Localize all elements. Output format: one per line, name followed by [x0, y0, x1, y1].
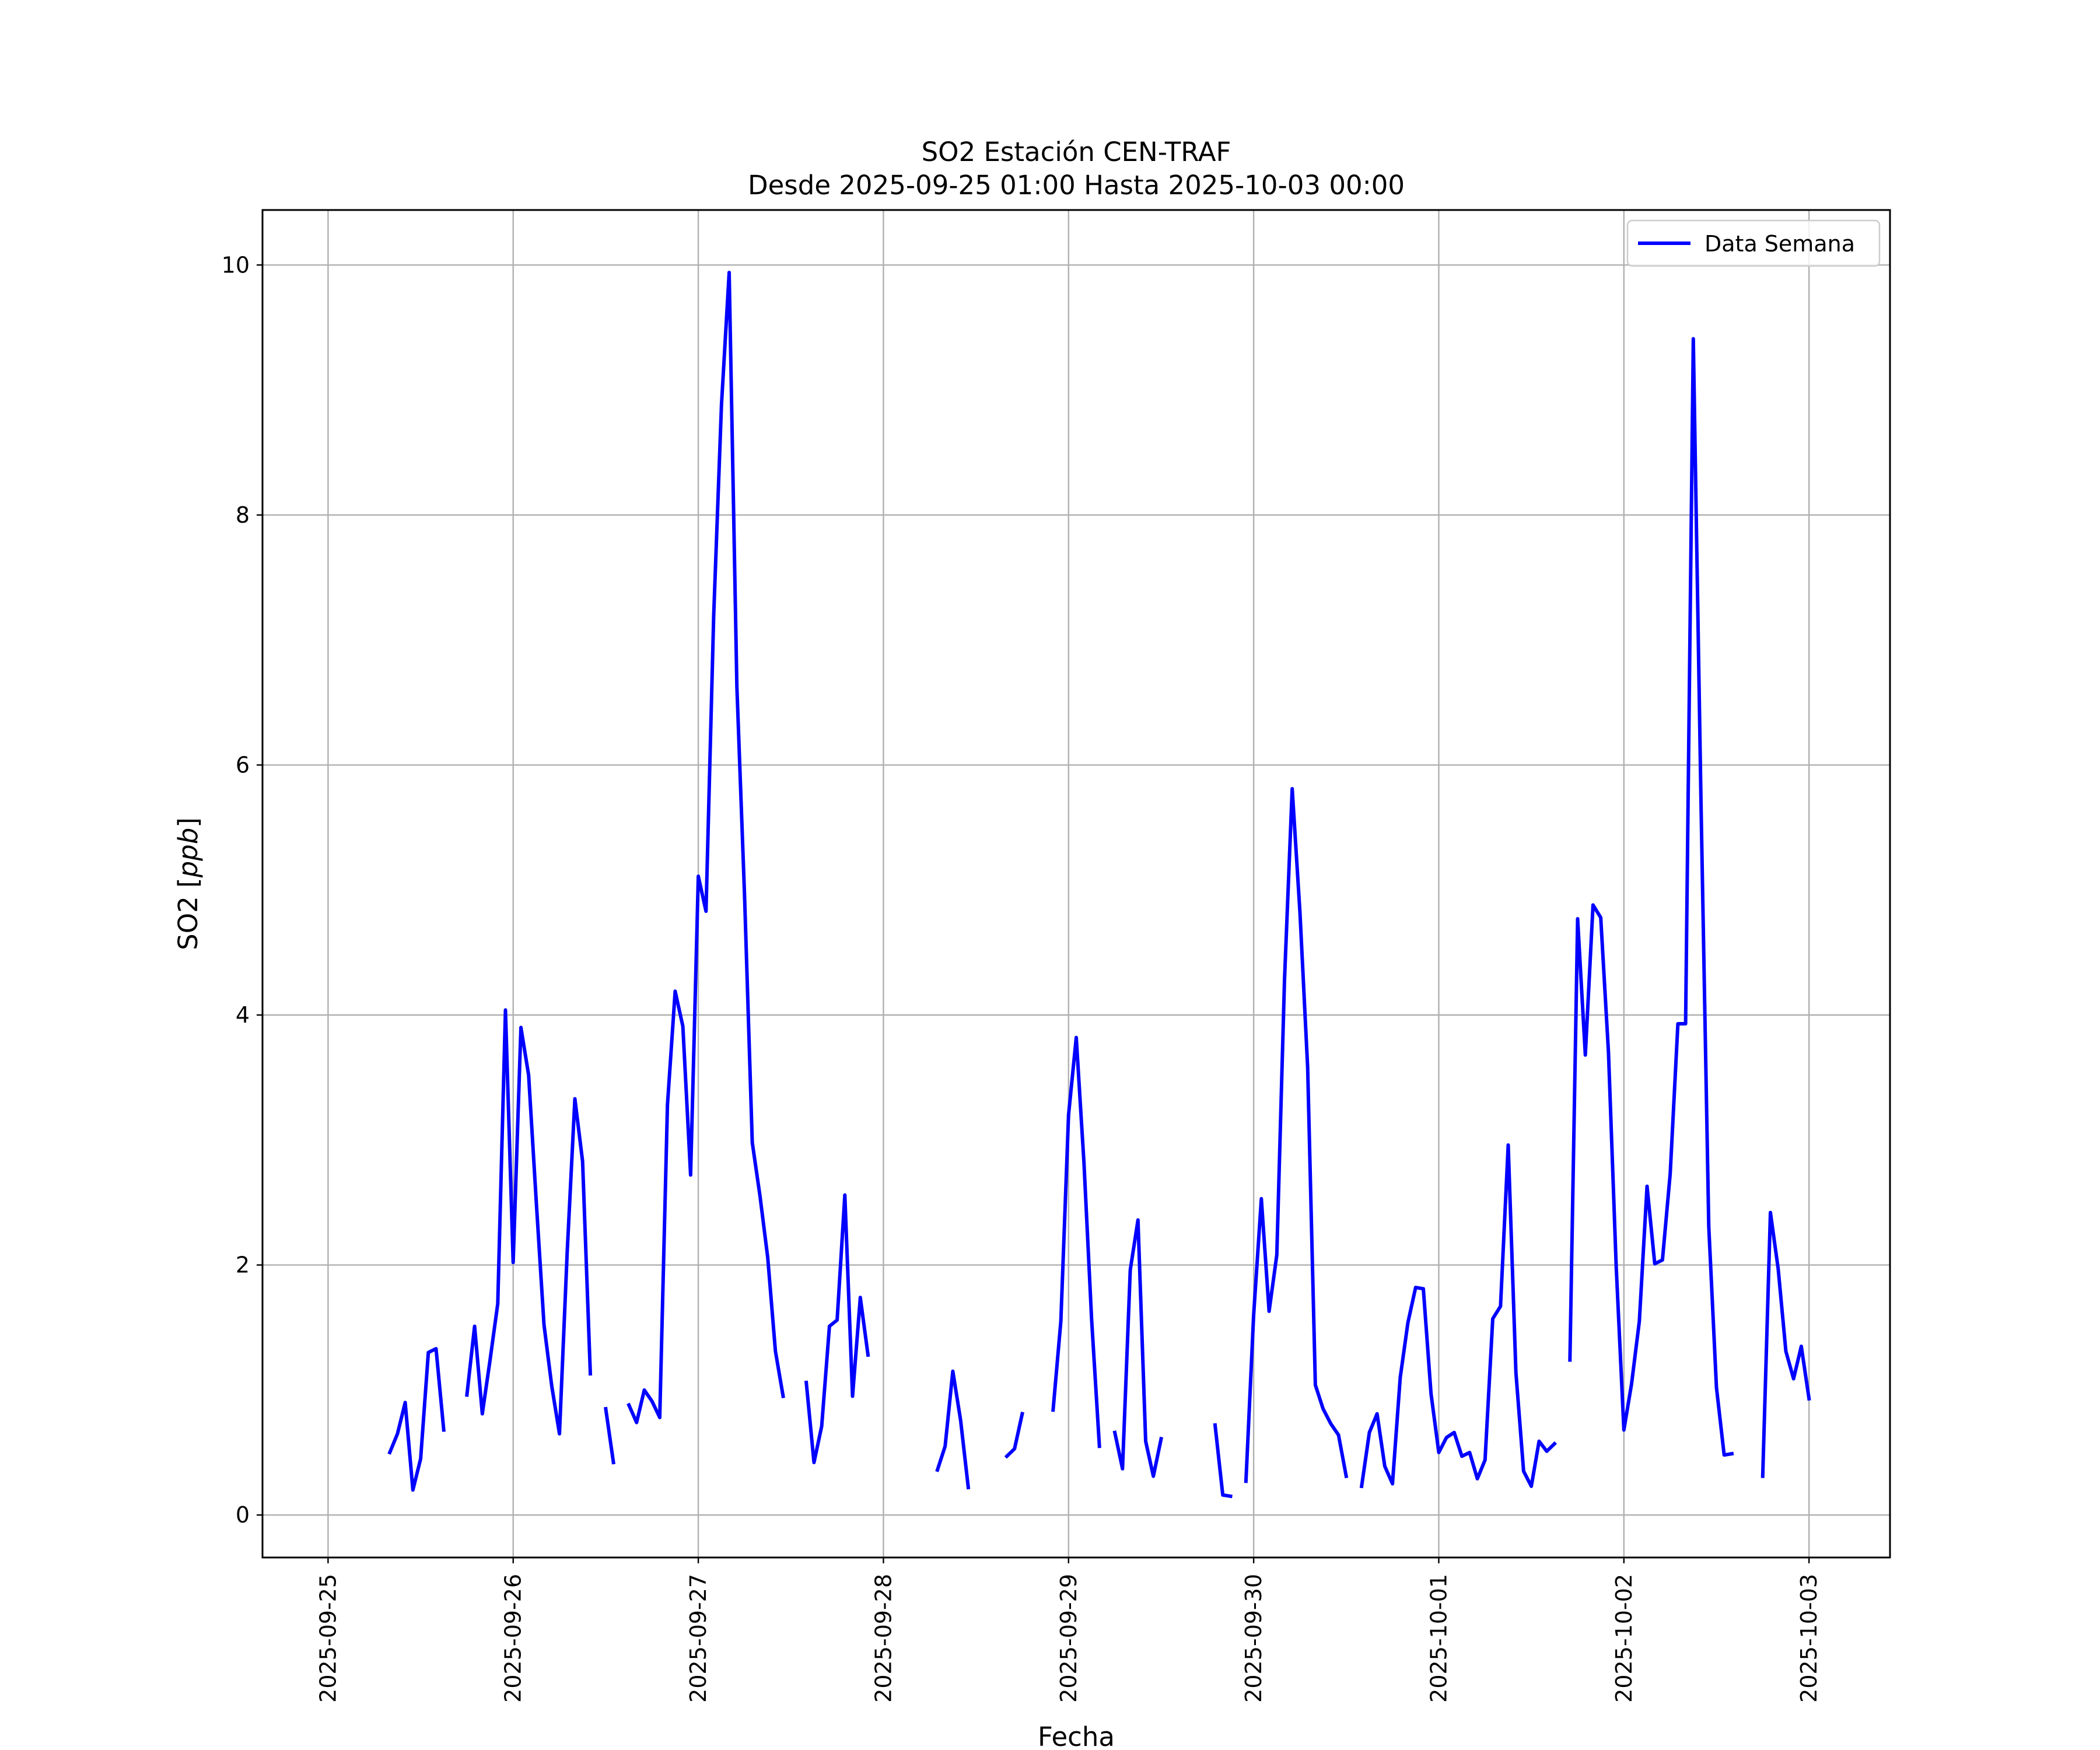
x-tick-label: 2025-10-02 — [1611, 1574, 1637, 1703]
x-tick-label: 2025-09-29 — [1056, 1574, 1082, 1703]
series-line-segment — [1051, 1035, 1101, 1448]
y-axis-label-suffix: ] — [173, 817, 204, 828]
x-ticks: 2025-09-25 2025-09-26 2025-09-27 2025-09-28… — [315, 1558, 1822, 1703]
series-line-segment — [387, 1347, 446, 1492]
series-layer — [387, 271, 1811, 1499]
legend: Data Semana — [1626, 219, 1881, 267]
series-line-segment — [626, 271, 785, 1424]
chart-title: SO2 Estación CEN-TRAF — [922, 136, 1231, 167]
legend-label-data-semana: Data Semana — [1704, 231, 1855, 257]
x-tick-label: 2025-09-27 — [685, 1574, 711, 1703]
y-axis-label-prefix: SO2 [ — [173, 877, 204, 950]
grid — [262, 210, 1890, 1558]
x-axis-label: Fecha — [1038, 1721, 1115, 1750]
y-tick-label: 2 — [236, 1252, 250, 1278]
y-tick-label: 4 — [236, 1002, 250, 1028]
series-line-segment — [935, 1369, 971, 1490]
series-line-segment — [804, 1193, 870, 1465]
y-tick-label: 8 — [236, 502, 250, 528]
y-tick-label: 0 — [236, 1502, 250, 1528]
legend-box — [1626, 219, 1881, 267]
x-tick-label: 2025-09-26 — [501, 1574, 526, 1703]
series-line-segment — [1244, 787, 1349, 1483]
series-line-segment — [1112, 1218, 1164, 1478]
series-line-segment — [465, 1008, 593, 1436]
series-line-segment — [1359, 1143, 1558, 1489]
y-axis-label: SO2 [ppb] — [173, 817, 204, 950]
y-axis-label-unit: ppb — [173, 828, 204, 878]
y-tick-label: 6 — [236, 752, 250, 778]
series-line-segment — [1213, 1423, 1233, 1499]
y-tick-label: 10 — [222, 252, 250, 278]
x-tick-label: 2025-10-01 — [1426, 1574, 1451, 1703]
series-line-segment — [604, 1406, 615, 1465]
x-tick-label: 2025-09-28 — [870, 1574, 896, 1703]
plot-frame — [261, 209, 1891, 1559]
y-ticks: 0 2 4 6 8 10 — [222, 252, 262, 1528]
series-line-segment — [1568, 337, 1734, 1457]
series-line-segment — [1760, 1210, 1811, 1478]
chart-subtitle: Desde 2025-09-25 01:00 Hasta 2025-10-03 … — [748, 170, 1405, 201]
x-tick-label: 2025-09-25 — [315, 1574, 341, 1703]
x-tick-label: 2025-09-30 — [1241, 1574, 1266, 1703]
series-line-segment — [1004, 1412, 1024, 1459]
x-tick-label: 2025-10-03 — [1796, 1574, 1822, 1703]
